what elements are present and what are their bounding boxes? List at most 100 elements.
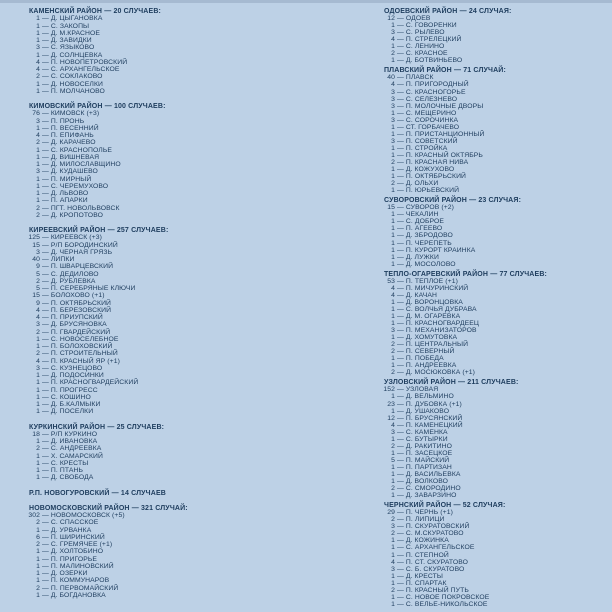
place-name: Д. УШАКОВО <box>405 407 450 415</box>
place-name: П. ШИРИНСКИЙ <box>50 533 105 541</box>
district-section: ОДОЕВСКИЙ РАЙОН — 24 СЛУЧАЯ: 12 — ОДОЕВ 1 … <box>375 8 607 64</box>
place-name: П. ЗАСЕЦКОЕ <box>405 449 453 457</box>
case-count: 4 <box>36 314 40 321</box>
case-row: 4 — П. НОВОПЕТРОВСКИЙ <box>20 59 365 66</box>
case-count: 2 <box>36 211 40 219</box>
case-count: 2 <box>391 485 395 493</box>
case-row: 1 — Д. УШАКОВО <box>375 408 607 415</box>
district-section: Р.П. НОВОГУРОВСКИЙ — 14 СЛУЧАЕВ <box>20 490 365 497</box>
case-row: 1 — Х. САМАРСКИЙ <box>20 453 365 460</box>
case-count: 4 <box>391 36 395 44</box>
place-name: П. ШВАРЦЕВСКИЙ <box>50 263 114 271</box>
case-row: 1 — Д. ЗБРОДОВО <box>375 232 607 239</box>
case-row: 2 — П. КРАСНАЯ НИВА <box>375 159 607 166</box>
case-row: 3 — П. СОВЕТСКИЙ <box>375 138 607 145</box>
place-name: Д. БРУСЯНОВКА <box>50 321 107 329</box>
place-name: П. СТЕПНОЙ <box>405 551 449 559</box>
case-count: 1 <box>391 225 395 233</box>
place-name: Д. КОЖУХОВО <box>405 166 455 174</box>
place-name: С. ГОВОРЕНКИ <box>405 22 457 30</box>
place-name: П. АНДРЕЕВКА <box>405 362 457 370</box>
case-count: 125 <box>28 234 40 242</box>
district-section: КУРКИНСКИЙ РАЙОН — 25 СЛУЧАЕВ: 18 — Р/П К… <box>20 424 365 482</box>
place-name: ЧЕКАЛИН <box>405 211 439 219</box>
case-row: 3 — П. ПРОНЬ <box>20 118 365 125</box>
case-count: 1 <box>391 151 395 159</box>
case-count: 2 <box>36 350 40 358</box>
district-header: Р.П. НОВОГУРОВСКИЙ — 14 СЛУЧАЕВ <box>20 490 365 497</box>
place-name: П. КОММУНАРОВ <box>50 577 110 585</box>
case-row: 1 — П. ЧЕРЕПЕТЬ <box>375 240 607 247</box>
case-row: 2 — П. КРАСНЫЙ ПУТЬ <box>375 587 607 594</box>
case-count: 4 <box>391 81 395 89</box>
case-count: 1 <box>391 144 395 152</box>
case-row: 1 — П. ПОБЕДА <box>375 355 607 362</box>
case-count: 1 <box>36 459 40 467</box>
case-count: 3 <box>36 248 40 256</box>
case-count: 2 <box>36 541 40 548</box>
district-header: ОДОЕВСКИЙ РАЙОН — 24 СЛУЧАЯ: <box>375 8 607 15</box>
case-row: 4 — П. КАМЕНЕЦКИЙ <box>375 422 607 429</box>
case-row: 1 — П. КРАСНОГВАРДЕЙСКИЙ <box>20 379 365 386</box>
case-count: 1 <box>36 153 40 161</box>
place-name: Д. КАРАЧЕВО <box>50 139 96 147</box>
district-header: ПЛАВСКИЙ РАЙОН — 71 СЛУЧАЙ: <box>375 67 607 74</box>
case-row: 1 — Д. ИВАНОВКА <box>20 438 365 445</box>
case-row: 1 — Д. ВЕЛЬМИНО <box>375 393 607 400</box>
district-case-count: — 52 СЛУЧАЯ: <box>453 502 506 510</box>
case-count: 9 <box>36 299 40 307</box>
case-count: 1 <box>36 401 40 408</box>
case-row: 1 — С. КРЕСТЫ <box>20 460 365 467</box>
place-name: С. ДОБРОЕ <box>405 218 445 226</box>
case-count: 1 <box>391 463 395 471</box>
case-count: 53 <box>387 277 395 285</box>
case-row: 2 — П. ЦЕНТРАЛЬНЫЙ <box>375 341 607 348</box>
case-row: 1 — П. ЗАСЕЦКОЕ <box>375 450 607 457</box>
case-row: 4 — П. КРАСНЫЙ ЯР (+1) <box>20 358 365 365</box>
place-name: П. БЕРЕЗОВСКИЙ <box>50 306 112 314</box>
place-name: П. СЕРЕБРЯНЫЕ КЛЮЧИ <box>50 285 136 292</box>
case-count: 1 <box>391 471 395 478</box>
case-count: 1 <box>391 260 395 268</box>
case-row: 1 — Д. ВОРОНЦОВКА <box>375 299 607 306</box>
case-count: 15 <box>32 241 40 249</box>
case-row: 2 — П. СТРОИТЕЛЬНЫЙ <box>20 350 365 357</box>
place-name: Д. ВЕЛЬМИНО <box>405 393 454 401</box>
case-row: 2 — С. М.СКУРАТОВО <box>375 530 607 537</box>
case-count: 1 <box>391 312 395 320</box>
case-row: 1 — П. СПАРТАК <box>375 580 607 587</box>
case-row: 23 — П. ДУБОВКА (+1) <box>375 401 607 408</box>
case-count: 1 <box>391 407 395 415</box>
place-name: Д. РАКИТИНО <box>405 442 453 450</box>
case-row: 1 — С. НОВОЕ ПОКРОВСКОЕ <box>375 594 607 601</box>
case-count: 1 <box>36 548 40 556</box>
place-name: Д. ЧЕРНАЯ ГРЯЗЬ <box>50 248 113 256</box>
case-row: 1 — П. КРАСНОГВАРДЕЕЦ <box>375 320 607 327</box>
place-name: С. РЫЛЕВО <box>405 29 445 37</box>
case-row: 1 — Д. НОВОСЕЛКИ <box>20 81 365 88</box>
place-name: ПГТ. НОВОЛЬВОВСК <box>50 204 120 212</box>
case-count: 1 <box>391 355 395 363</box>
case-row: 3 — С. РЫЛЕВО <box>375 29 607 36</box>
district-case-count: — 20 СЛУЧАЕВ: <box>104 8 162 15</box>
case-count: 302 <box>28 512 40 519</box>
place-name: П. МИРНЫЙ <box>50 175 92 183</box>
district-header: УЗЛОВСКИЙ РАЙОН — 211 СЛУЧАЕВ: <box>375 379 607 386</box>
case-row: 1 — С. ГОВОРЕНКИ <box>375 22 607 29</box>
case-row: 3 — С. Б. СКУРАТОВО <box>375 566 607 573</box>
place-name: БОЛОХОВО (+1) <box>50 292 105 300</box>
case-row: 1 — П. ПТАНЬ <box>20 467 365 474</box>
case-count: 3 <box>391 116 395 124</box>
place-name: Д. ОЛЬХИ <box>405 180 439 188</box>
case-count: 2 <box>391 180 395 188</box>
place-name: С. КРАСНОГОРЬЕ <box>405 88 466 96</box>
case-row: 1 — П. ПРОГРЕСС <box>20 387 365 394</box>
place-name: Д. ПОДОСИНКИ <box>50 372 104 379</box>
case-row: 12 — П. БРУСЯНСКИЙ <box>375 415 607 422</box>
case-row: 12 — ОДОЕВ <box>375 15 607 22</box>
case-count: 76 <box>32 110 40 118</box>
case-row: 4 — П. ПРИУПСКИЙ <box>20 314 365 321</box>
case-count: 1 <box>391 130 395 138</box>
case-row: 1 — П. ОКТЯБРЬСКИЙ <box>375 173 607 180</box>
case-count: 40 <box>387 74 395 82</box>
